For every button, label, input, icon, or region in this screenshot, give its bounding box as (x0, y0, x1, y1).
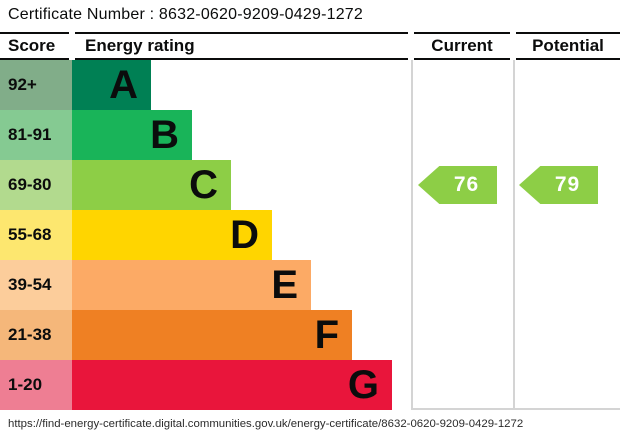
band-score: 1-20 (0, 360, 72, 410)
current-rating-value: 76 (453, 173, 480, 196)
potential-column-divider (513, 60, 515, 410)
band-letter: D (230, 213, 259, 257)
band-score: 55-68 (0, 210, 72, 260)
band-row: 92+ A (0, 60, 620, 110)
band-letter: E (271, 263, 298, 307)
band-row: 21-38 F (0, 310, 620, 360)
band-score: 39-54 (0, 260, 72, 310)
band-letter: A (109, 63, 138, 107)
potential-rating-value: 79 (554, 173, 581, 196)
certificate-number: Certificate Number : 8632-0620-9209-0429… (8, 6, 363, 23)
band-score: 81-91 (0, 110, 72, 160)
band-letter: G (347, 363, 379, 407)
current-column-divider (411, 60, 413, 410)
band-bar: C (72, 160, 231, 210)
band-score: 92+ (0, 60, 72, 110)
footer-url: https://find-energy-certificate.digital.… (8, 418, 524, 430)
header-energy-rating: Energy rating (75, 32, 408, 60)
band-row: 69-80 C (0, 160, 620, 210)
band-bar: E (72, 260, 311, 310)
band-bar: F (72, 310, 352, 360)
band-letter: B (150, 113, 179, 157)
band-row: 81-91 B (0, 110, 620, 160)
table-bottom-border (411, 408, 620, 410)
header-score: Score (0, 32, 69, 60)
band-bar: G (72, 360, 392, 410)
band-bar: A (72, 60, 151, 110)
energy-rating-chart: 92+ A 81-91 B 69-80 C 55-68 D 39-54 E 21… (0, 60, 620, 410)
table-header: Score Energy rating Current Potential (0, 32, 620, 60)
band-row: 1-20 G (0, 360, 620, 410)
band-bar: B (72, 110, 192, 160)
band-score: 69-80 (0, 160, 72, 210)
band-letter: C (189, 163, 218, 207)
band-row: 55-68 D (0, 210, 620, 260)
header-current: Current (414, 32, 510, 60)
band-bar: D (72, 210, 272, 260)
band-letter: F (314, 313, 339, 357)
header-potential: Potential (516, 32, 620, 60)
band-row: 39-54 E (0, 260, 620, 310)
band-score: 21-38 (0, 310, 72, 360)
